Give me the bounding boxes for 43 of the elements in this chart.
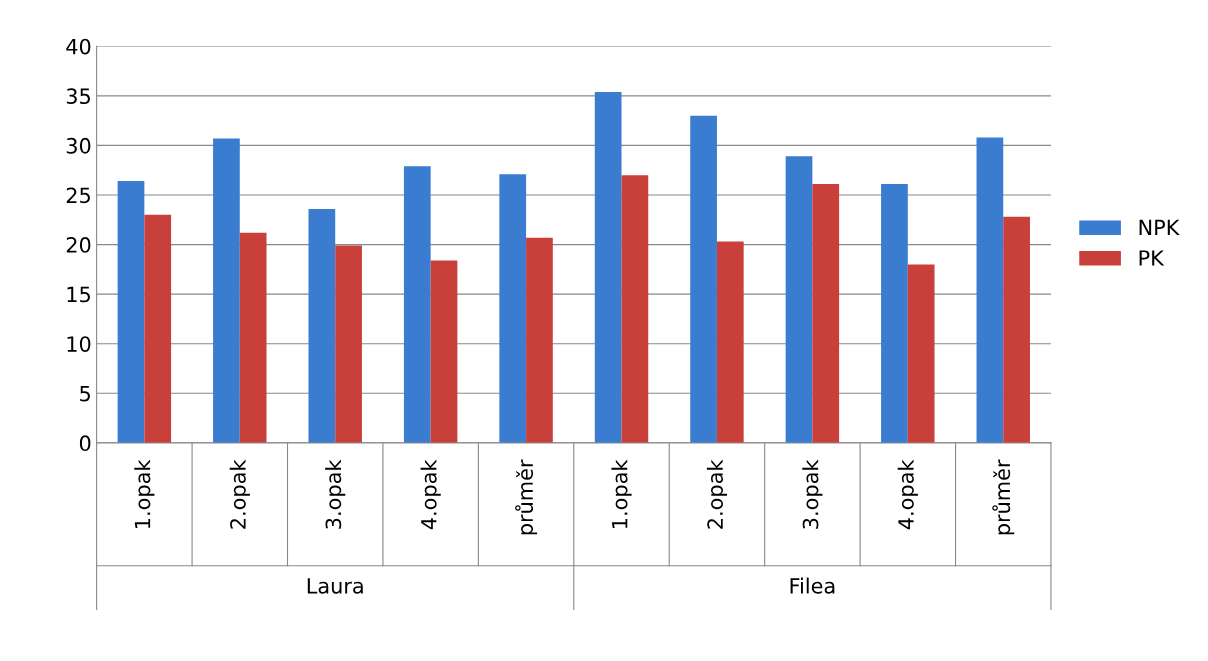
y-tick-label: 20 [66, 237, 91, 253]
legend-label: PK [1139, 250, 1165, 266]
bar [239, 232, 267, 443]
bar [594, 91, 622, 443]
y-tick-label: 30 [66, 137, 91, 154]
x-tick-label: 3.opak [802, 459, 823, 529]
bar [785, 156, 813, 443]
x-tick-label: 2.opak [706, 459, 728, 529]
bar [213, 138, 240, 443]
x-tick-label: 1.opak [134, 459, 155, 528]
bar [308, 208, 336, 443]
bar [907, 264, 935, 443]
bar [881, 184, 908, 443]
x-tick-label: 4.opak [420, 459, 441, 530]
bar [716, 241, 744, 443]
bar [621, 175, 649, 443]
bar [690, 115, 717, 443]
y-tick-label: 0 [79, 435, 91, 452]
bar [430, 260, 458, 443]
bar [403, 166, 431, 443]
y-tick-label: 15 [67, 286, 90, 303]
x-tick-label: průměr [515, 459, 538, 535]
bar [499, 174, 527, 443]
x-tick-label: průměr [992, 459, 1015, 535]
legend-label: NPK [1139, 219, 1180, 236]
bar [335, 245, 362, 443]
bar [144, 214, 172, 443]
y-tick-label: 10 [67, 336, 91, 352]
bar [976, 137, 1004, 443]
y-tick-label: 40 [66, 38, 91, 55]
text: Filea [790, 577, 835, 594]
bar [117, 181, 145, 443]
x-tick-label: 2.opak [229, 459, 250, 529]
bar [812, 184, 840, 443]
x-tick-label: 4.opak [897, 459, 918, 530]
y-tick-label: 5 [80, 386, 90, 402]
y-tick-label: 25 [66, 187, 90, 204]
bar [526, 237, 553, 443]
y-tick-label: 35 [66, 88, 90, 105]
text: Laura [307, 578, 363, 594]
bar [1003, 216, 1030, 443]
x-tick-label: 3.opak [325, 459, 346, 529]
x-tick-label: 1.opak [611, 459, 632, 528]
